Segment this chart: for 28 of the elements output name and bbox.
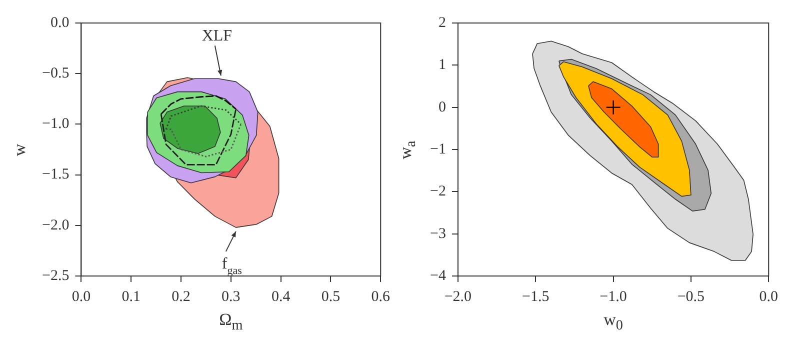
y-tick-label: −1.0 [42, 116, 70, 132]
x-tick-label: −0.5 [677, 288, 705, 305]
y-tick-label: −2.0 [42, 217, 70, 234]
y-tick-label: 0 [438, 99, 446, 116]
x-tick-label: 0.2 [172, 288, 190, 305]
x-tick-label: 0.6 [371, 288, 390, 305]
x-tick-label: 0.4 [271, 288, 291, 305]
y-tick-label: 1 [438, 57, 446, 74]
y-tick-label: 2 [438, 14, 446, 31]
x-tick-label: −1.0 [600, 288, 627, 305]
y-tick-label: 0.0 [50, 14, 70, 31]
x-tick-label: 0.0 [72, 288, 91, 305]
x-tick-label: −1.5 [522, 288, 550, 305]
x-axis-title: Ω$_{m}$ [219, 310, 243, 334]
x-tick-label: 0.3 [222, 288, 240, 305]
y-tick-label: −4 [430, 268, 446, 284]
x-axis-title: w$_{0}$ [604, 310, 623, 334]
annotation: XLF [202, 28, 232, 45]
x-tick-label: 0.1 [122, 288, 140, 305]
y-tick-label: −2.5 [42, 268, 70, 284]
y-tick-label: −1 [430, 141, 446, 158]
x-tick-label: 0.0 [759, 288, 778, 305]
y-axis-title: w [10, 143, 30, 156]
y-tick-label: −1.5 [42, 166, 70, 183]
y-tick-label: −3 [430, 226, 446, 242]
y-tick-label: −2 [430, 184, 446, 200]
y-tick-label: −0.5 [42, 66, 70, 82]
x-tick-label: 0.5 [321, 288, 340, 305]
